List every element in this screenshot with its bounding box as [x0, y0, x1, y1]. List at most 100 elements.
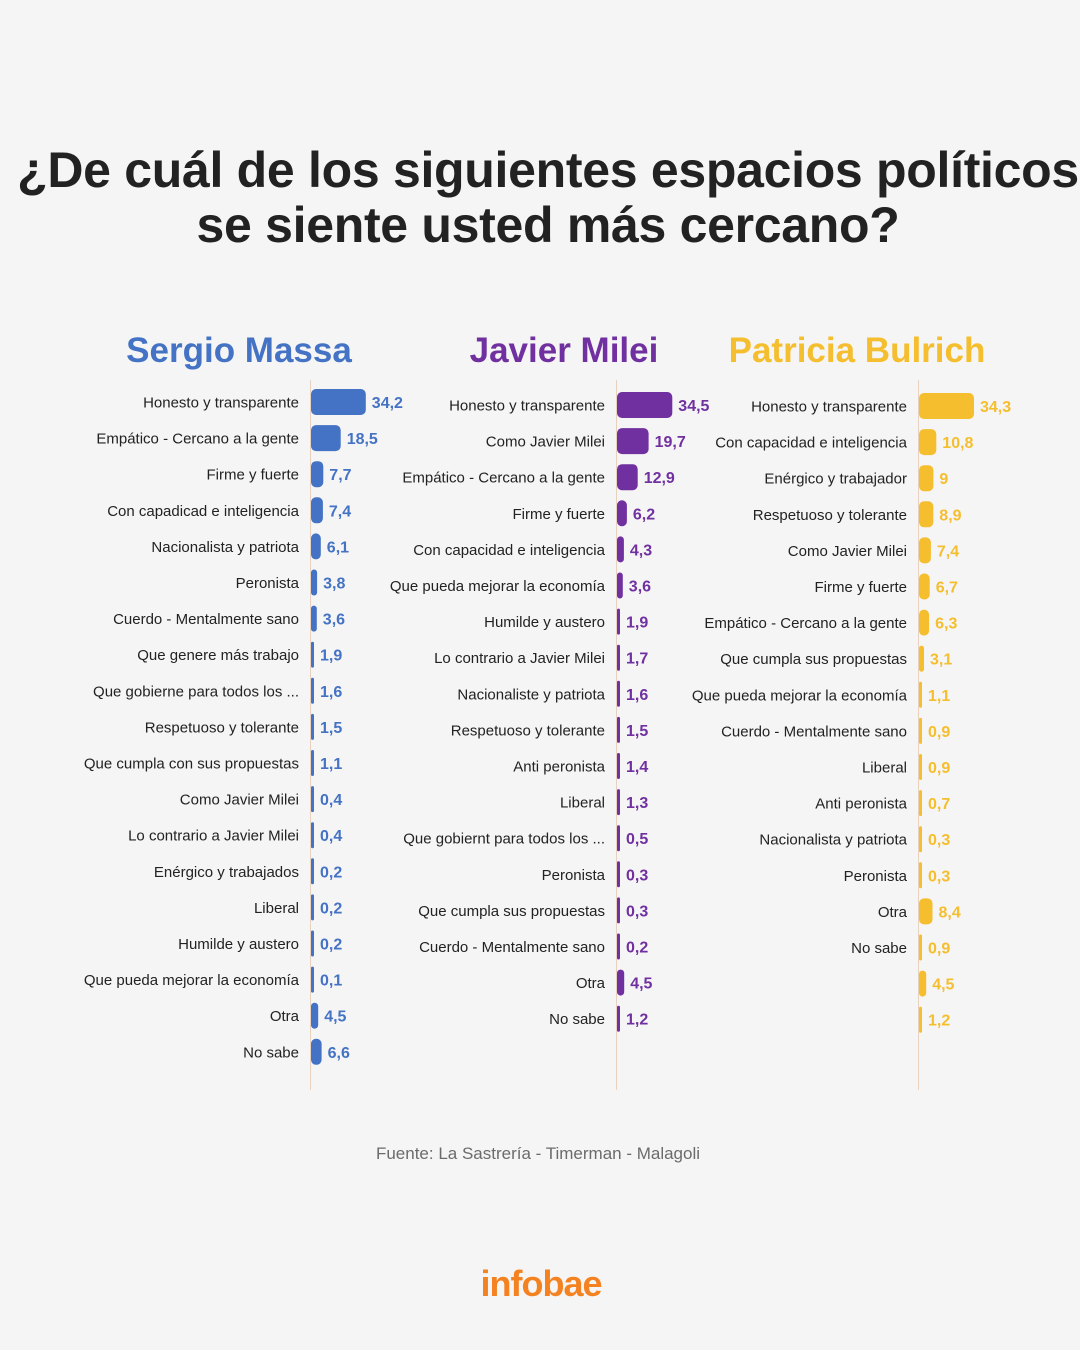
javier-milei-bar: [617, 716, 620, 743]
patricia-bulrich-bar: [919, 429, 937, 456]
javier-milei-value-label: 1,5: [626, 723, 648, 740]
javier-milei-value-label: 4,5: [630, 976, 652, 993]
javier-milei-bar: [617, 464, 638, 491]
javier-milei-value-label: 1,6: [626, 687, 648, 704]
javier-milei-bar: [617, 644, 620, 671]
sergio-massa-category-label: Cuerdo - Mentalmente sano: [113, 611, 299, 628]
patricia-bulrich-bar: [919, 862, 922, 889]
patricia-bulrich-category-label: No sabe: [851, 940, 907, 957]
javier-milei-bar: [617, 861, 620, 888]
sergio-massa-bar: [311, 1002, 319, 1029]
javier-milei-value-label: 34,5: [678, 398, 709, 415]
javier-milei-category-label: Lo contrario a Javier Milei: [434, 650, 605, 667]
sergio-massa-category-label: Enérgico y trabajados: [154, 864, 299, 881]
patricia-bulrich-value-label: 1,1: [928, 688, 950, 705]
javier-milei-category-label: Liberal: [560, 795, 605, 812]
chart-title: ¿De cuál de los siguientes espacios polí…: [17, 142, 1079, 253]
javier-milei-category-label: Firme y fuerte: [512, 506, 605, 523]
javier-milei-value-label: 0,3: [626, 867, 648, 884]
patricia-bulrich-bar: [919, 393, 974, 419]
patricia-bulrich-value-label: 8,4: [939, 904, 961, 921]
javier-milei-value-label: 12,9: [644, 470, 675, 487]
javier-milei-category-label: Como Javier Milei: [486, 434, 605, 451]
patricia-bulrich-value-label: 6,7: [936, 580, 958, 597]
patricia-bulrich-value-label: 0,9: [928, 724, 950, 741]
patricia-bulrich-value-label: 0,9: [928, 941, 950, 958]
javier-milei-value-label: 4,3: [630, 542, 652, 559]
sergio-massa-value-label: 4,5: [324, 1009, 346, 1026]
patricia-bulrich-category-label: Empático - Cercano a la gente: [704, 615, 907, 632]
sergio-massa-value-label: 1,5: [320, 720, 342, 737]
sergio-massa-value-label: 1,6: [320, 684, 342, 701]
javier-milei-value-label: 1,9: [626, 615, 648, 632]
patricia-bulrich-category-label: Nacionalista y patriota: [759, 832, 907, 849]
sergio-massa-category-label: Humilde y austero: [178, 936, 299, 953]
patricia-bulrich-category-label: Cuerdo - Mentalmente sano: [721, 723, 907, 740]
patricia-bulrich-bar: [919, 717, 922, 744]
patricia-bulrich-value-label: 0,7: [928, 796, 950, 813]
sergio-massa-value-label: 0,4: [320, 828, 342, 845]
patricia-bulrich-title: Patricia Bulrich: [729, 331, 986, 370]
sergio-massa-bar: [311, 822, 314, 849]
patricia-bulrich-category-label: Que cumpla sus propuestas: [720, 651, 907, 668]
javier-milei-bar: [617, 500, 627, 527]
sergio-massa-value-label: 1,1: [320, 756, 342, 773]
patricia-bulrich-bar: [919, 970, 927, 997]
sergio-massa-category-label: Empático - Cercano a la gente: [96, 431, 299, 448]
patricia-bulrich-bar: [919, 826, 922, 853]
patricia-bulrich-value-label: 8,9: [939, 507, 961, 524]
javier-milei-value-label: 1,3: [626, 795, 648, 812]
sergio-massa-value-label: 18,5: [347, 431, 378, 448]
patricia-bulrich-value-label: 6,3: [935, 616, 957, 633]
patricia-bulrich-bar: [919, 934, 922, 961]
javier-milei-category-label: Cuerdo - Mentalmente sano: [419, 939, 605, 956]
patricia-bulrich-category-label: Firme y fuerte: [814, 579, 907, 596]
javier-milei-value-label: 1,4: [626, 759, 648, 776]
sergio-massa-bar: [311, 966, 314, 993]
patricia-bulrich-value-label: 34,3: [980, 399, 1011, 416]
patricia-bulrich-value-label: 4,5: [932, 977, 954, 994]
patricia-bulrich-bar: [919, 609, 930, 636]
javier-milei-bar: [617, 933, 620, 960]
javier-milei-category-label: Anti peronista: [513, 759, 605, 776]
javier-milei-bar: [617, 789, 620, 816]
javier-milei-bar: [617, 897, 620, 924]
sergio-massa-value-label: 7,4: [329, 503, 351, 520]
patricia-bulrich-category-label: Con capacidad e inteligencia: [715, 435, 907, 452]
patricia-bulrich-value-label: 0,3: [928, 832, 950, 849]
patricia-bulrich-category-label: Que pueda mejorar la economía: [692, 687, 908, 704]
javier-milei-bar: [617, 572, 623, 599]
sergio-massa-category-label: Honesto y transparente: [143, 395, 299, 412]
javier-milei-bar: [617, 680, 620, 707]
javier-milei-bar: [617, 1005, 620, 1032]
patricia-bulrich-value-label: 10,8: [942, 435, 973, 452]
javier-milei-bar: [617, 392, 673, 418]
sergio-massa-bar: [311, 930, 314, 957]
sergio-massa-category-label: Liberal: [254, 900, 299, 917]
patricia-bulrich-category-label: Respetuoso y tolerante: [753, 507, 907, 524]
sergio-massa-bar: [311, 533, 321, 560]
sergio-massa-bar: [311, 786, 314, 813]
javier-milei-bar: [617, 825, 620, 852]
javier-milei-category-label: Peronista: [542, 867, 606, 884]
javier-milei-value-label: 1,2: [626, 1012, 648, 1029]
javier-milei-value-label: 0,3: [626, 903, 648, 920]
javier-milei-value-label: 3,6: [629, 579, 651, 596]
sergio-massa-bar: [311, 858, 314, 885]
sergio-massa-value-label: 34,2: [372, 395, 403, 412]
javier-milei-value-label: 1,7: [626, 651, 648, 668]
source-note: Fuente: La Sastrería - Timerman - Malago…: [375, 1144, 701, 1163]
sergio-massa-category-label: Que cumpla con sus propuestas: [84, 756, 299, 773]
javier-milei-category-label: Nacionaliste y patriota: [457, 686, 605, 703]
sergio-massa-value-label: 7,7: [329, 467, 351, 484]
sergio-massa-bar: [311, 894, 314, 921]
javier-milei-category-label: Que pueda mejorar la economía: [390, 578, 606, 595]
javier-milei-category-label: Respetuoso y tolerante: [451, 722, 605, 739]
javier-milei-category-label: Empático - Cercano a la gente: [402, 470, 605, 487]
sergio-massa-bar: [311, 497, 323, 524]
sergio-massa-value-label: 0,2: [320, 900, 342, 917]
javier-milei-value-label: 0,5: [626, 831, 648, 848]
patricia-bulrich-value-label: 7,4: [937, 543, 959, 560]
javier-milei-category-label: Otra: [576, 975, 606, 992]
